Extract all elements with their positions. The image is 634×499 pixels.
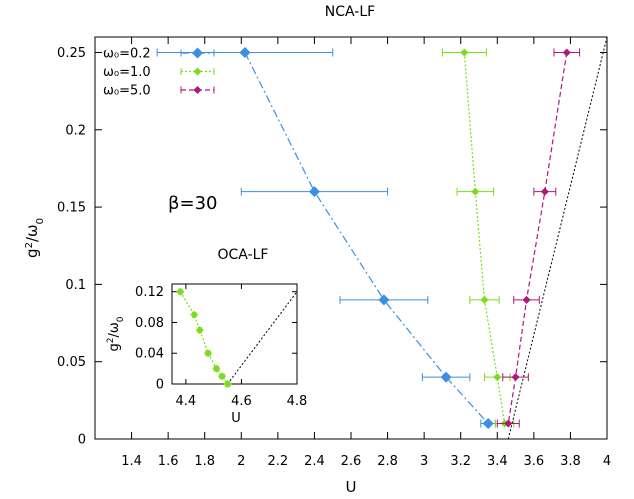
inset-plot: OCA-LF 4.4 4.6 4.8 0 0.04 0.08 0.12 U g2/ω0: [106, 247, 307, 426]
data-point: [212, 364, 221, 373]
data-point: [493, 373, 502, 382]
data-point: [511, 373, 520, 382]
x-tick-label: 3.2: [450, 454, 471, 469]
data-point: [480, 295, 489, 304]
data-point: [482, 418, 494, 430]
series-line: [507, 52, 568, 424]
y-tick-label: 0.15: [57, 201, 86, 216]
x-tick-label: 1.4: [121, 454, 142, 469]
inset-title: OCA-LF: [218, 247, 269, 263]
y-tick-label: 0: [156, 378, 164, 393]
inset-series-layer: [176, 287, 232, 388]
data-point: [239, 46, 251, 58]
x-tick-label: 4: [603, 454, 611, 469]
legend-label: ω₀=0.2: [103, 47, 151, 62]
series-line: [463, 52, 506, 424]
x-tick-label: 4.8: [287, 394, 308, 409]
series-2: [441, 48, 515, 428]
legend: ω₀=0.2 ω₀=1.0 ω₀=5.0: [103, 47, 215, 99]
x-tick-label: 2.2: [268, 454, 289, 469]
legend-entry: ω₀=5.0: [103, 84, 215, 99]
reference-line-layer: [507, 36, 608, 440]
y-tick-label: 0.08: [135, 316, 164, 331]
data-point: [204, 349, 213, 358]
inset-x-axis-label: U: [231, 411, 241, 426]
legend-label: ω₀=1.0: [103, 65, 151, 80]
data-point: [190, 310, 199, 319]
x-axis-label: U: [346, 478, 357, 496]
legend-marker: [192, 47, 203, 59]
inset-y-axis-ticks: 0 0.04 0.08 0.12: [135, 285, 297, 393]
y-tick-label: 0.05: [57, 355, 86, 370]
reference-line: [227, 291, 298, 385]
y-tick-label: 0.2: [65, 123, 86, 138]
inset-reference-line-layer: [227, 291, 298, 385]
y-axis-ticks: 0 0.05 0.1 0.15 0.2 0.25: [57, 46, 607, 448]
data-point: [540, 187, 549, 196]
series-3: [496, 48, 581, 428]
y-tick-label: 0.1: [65, 278, 86, 293]
data-point: [176, 287, 185, 296]
x-axis-ticks: 1.4 1.6 1.8 2 2.2 2.4 2.6 2.8 3 3.2 3.4 3.6 3.8 4: [121, 37, 611, 469]
y-tick-label: 0.04: [135, 347, 164, 362]
legend-entry: ω₀=1.0: [103, 65, 215, 80]
series-layer: [156, 46, 581, 430]
data-point: [471, 187, 480, 196]
x-tick-label: 4.6: [231, 394, 252, 409]
chart-title: NCA-LF: [325, 4, 375, 20]
x-tick-label: 3.6: [524, 454, 545, 469]
data-point: [195, 326, 204, 335]
x-tick-label: 2.4: [304, 454, 325, 469]
x-tick-label: 1.8: [194, 454, 215, 469]
x-tick-label: 2: [237, 454, 245, 469]
data-point: [460, 48, 469, 57]
y-tick-label: 0.12: [135, 285, 164, 300]
series-1: [176, 287, 232, 388]
data-point: [378, 294, 390, 306]
x-tick-label: 3.8: [560, 454, 581, 469]
x-tick-label: 3: [420, 454, 428, 469]
legend-entry: ω₀=0.2: [103, 47, 215, 62]
x-tick-label: 2.8: [377, 454, 398, 469]
legend-label: ω₀=5.0: [103, 84, 151, 99]
x-tick-label: 3.4: [487, 454, 508, 469]
data-point: [562, 48, 571, 57]
legend-marker: [193, 67, 202, 76]
y-tick-label: 0.25: [57, 46, 86, 61]
data-point: [504, 419, 513, 428]
beta-annotation: β=30: [168, 193, 217, 214]
reference-line: [507, 36, 608, 440]
data-point: [440, 371, 452, 383]
inset-frame: [171, 283, 298, 385]
data-point: [223, 380, 232, 388]
x-tick-label: 4.4: [176, 394, 197, 409]
y-axis-label: g2/ω0: [23, 218, 46, 258]
inset-x-axis-ticks: 4.4 4.6 4.8: [176, 284, 308, 409]
inset-y-axis-label: g2/ω0: [106, 316, 126, 351]
data-point: [522, 295, 531, 304]
y-tick-label: 0: [78, 433, 86, 448]
legend-marker: [193, 86, 202, 94]
data-point: [308, 186, 320, 198]
x-tick-label: 1.6: [158, 454, 179, 469]
x-tick-label: 2.6: [341, 454, 362, 469]
main-plot: NCA-LF 1.4 1.6 1.8 2 2.2 2.4 2.6 2.8 3 3.2 3.4 3.6 3…: [23, 4, 611, 496]
data-point: [218, 372, 226, 381]
